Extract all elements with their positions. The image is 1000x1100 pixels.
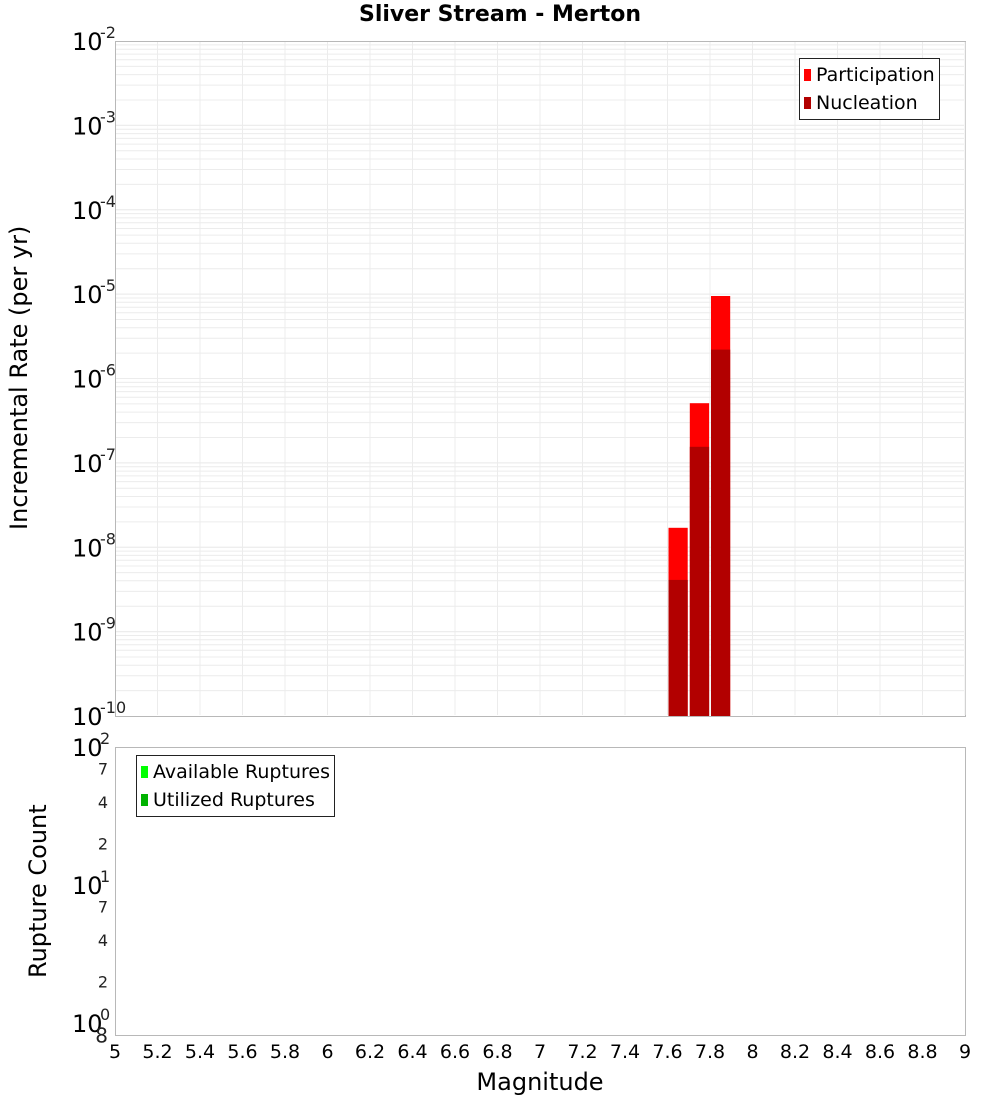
available-swatch-icon [141,766,148,778]
svg-text:7: 7 [534,1041,546,1063]
svg-text:8.6: 8.6 [865,1041,895,1063]
legend-label: Participation [816,64,935,86]
legend-label: Nucleation [816,92,918,114]
legend-label: Available Ruptures [153,761,330,783]
svg-text:6.8: 6.8 [482,1041,512,1063]
svg-text:-6: -6 [100,361,116,380]
svg-text:-4: -4 [100,192,116,211]
svg-text:8.2: 8.2 [780,1041,810,1063]
svg-text:5.4: 5.4 [185,1041,215,1063]
svg-text:10: 10 [72,619,103,647]
svg-text:5.8: 5.8 [270,1041,300,1063]
svg-text:8.4: 8.4 [822,1041,852,1063]
top-legend: Participation Nucleation [799,58,940,120]
svg-text:10: 10 [72,534,103,562]
legend-item-available: Available Ruptures [141,758,330,786]
svg-text:0: 0 [100,1005,110,1024]
svg-text:5.6: 5.6 [227,1041,257,1063]
svg-text:8: 8 [746,1041,758,1063]
top-y-tick-labels: 10-210-310-410-510-610-710-810-910-10 [72,23,126,731]
svg-text:5.2: 5.2 [142,1041,172,1063]
svg-text:-9: -9 [100,614,116,633]
svg-text:7.4: 7.4 [610,1041,640,1063]
svg-text:6.2: 6.2 [355,1041,385,1063]
participation-swatch-icon [804,69,811,81]
bar-nucleation [711,349,731,716]
svg-text:-3: -3 [100,107,116,126]
svg-text:7.2: 7.2 [567,1041,597,1063]
svg-text:10: 10 [72,450,103,478]
bottom-legend: Available Ruptures Utilized Ruptures [136,755,335,817]
legend-item-nucleation: Nucleation [804,89,935,117]
svg-text:2: 2 [100,729,110,748]
bar-nucleation [689,446,710,716]
svg-text:1: 1 [100,867,110,886]
x-tick-labels: 5 5.2 5.4 5.6 5.8 6 6.2 6.4 6.6 6.8 7 7.2 7.4 7.6 7.8 8… [109,1041,971,1063]
bar-nucleation [668,579,688,716]
svg-text:-5: -5 [100,276,116,295]
svg-text:6.6: 6.6 [440,1041,470,1063]
svg-text:4: 4 [98,931,108,950]
rate-bars [668,296,731,716]
svg-text:5: 5 [109,1041,121,1063]
bottom-y-axis-label: Rupture Count [24,804,52,978]
chart-title: Sliver Stream - Merton [358,2,641,27]
svg-text:10: 10 [72,197,103,225]
x-axis-label: Magnitude [476,1068,604,1096]
svg-text:-10: -10 [100,698,126,717]
svg-text:7.8: 7.8 [695,1041,725,1063]
svg-text:10: 10 [72,281,103,309]
svg-text:7: 7 [98,897,108,916]
svg-text:10: 10 [72,28,103,56]
svg-text:7.6: 7.6 [652,1041,682,1063]
svg-text:9: 9 [959,1041,971,1063]
svg-text:10: 10 [72,703,103,731]
svg-text:6.4: 6.4 [397,1041,427,1063]
svg-text:8: 8 [95,1023,108,1047]
svg-text:-8: -8 [100,529,116,548]
svg-text:10: 10 [72,872,103,900]
svg-text:10: 10 [72,1010,103,1038]
svg-text:2: 2 [98,973,108,992]
top-y-axis-label: Incremental Rate (per yr) [5,225,33,530]
legend-item-participation: Participation [804,61,935,89]
svg-text:10: 10 [72,366,103,394]
svg-text:10: 10 [72,112,103,140]
svg-text:2: 2 [98,835,108,854]
svg-text:-2: -2 [100,23,116,42]
svg-text:10: 10 [72,734,103,762]
nucleation-swatch-icon [804,97,811,109]
svg-text:4: 4 [98,793,108,812]
svg-text:8.8: 8.8 [907,1041,937,1063]
legend-item-utilized: Utilized Ruptures [141,786,330,814]
svg-text:-7: -7 [100,445,116,464]
utilized-swatch-icon [141,794,148,806]
svg-text:6: 6 [321,1041,333,1063]
legend-label: Utilized Ruptures [153,789,315,811]
svg-text:7: 7 [98,759,108,778]
